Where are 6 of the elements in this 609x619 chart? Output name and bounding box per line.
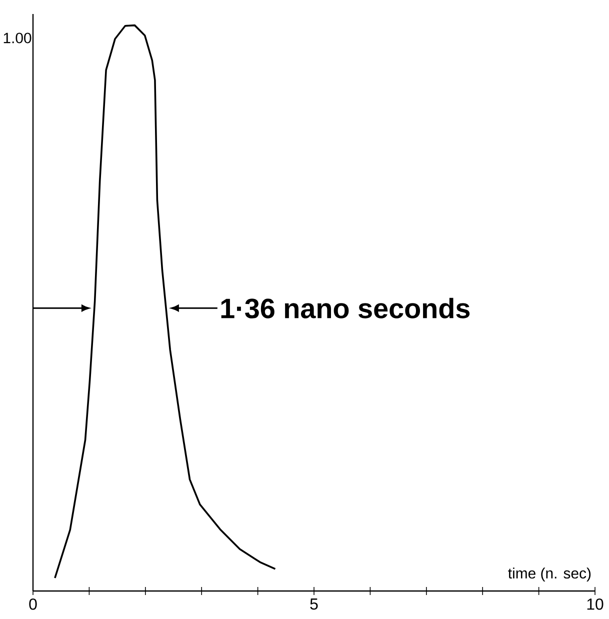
annotation: 1·36 nano seconds [221, 298, 470, 318]
x-axis-title: time (n. sec) [508, 568, 591, 582]
x-tick-label: 5 [310, 598, 318, 610]
x-tick-label: 0 [29, 598, 37, 610]
x-tick-label: 10 [587, 598, 604, 610]
text: 1.00 [4, 32, 32, 44]
